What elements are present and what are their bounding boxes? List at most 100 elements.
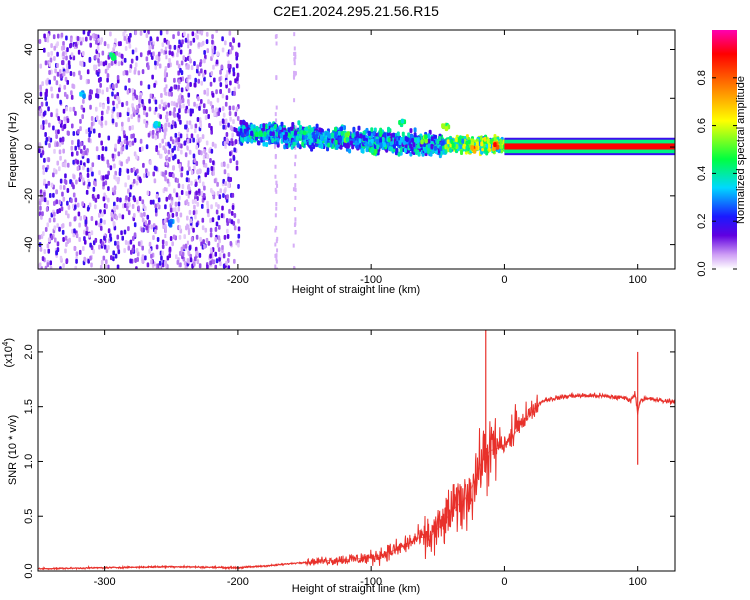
heatmap-cell	[125, 140, 129, 146]
heatmap-cell	[47, 237, 51, 243]
heatmap-cell	[125, 33, 129, 39]
heatmap-cell	[455, 143, 459, 149]
heatmap-cell	[137, 117, 141, 123]
heatmap-cell	[125, 38, 129, 44]
heatmap-cell	[168, 58, 171, 64]
heatmap-cell	[173, 112, 176, 118]
heatmap-cell	[56, 41, 59, 47]
heatmap-cell	[165, 84, 168, 89]
heatmap-cell	[245, 122, 249, 128]
heatmap-cell	[311, 131, 315, 137]
heatmap-cell	[334, 126, 338, 132]
heatmap-cell	[221, 47, 225, 53]
heatmap-cell	[126, 168, 130, 174]
heatmap-cell	[176, 52, 179, 58]
heatmap-cell	[95, 88, 99, 94]
heatmap-hotspot	[302, 130, 307, 136]
heatmap-cell	[194, 77, 197, 83]
heatmap-cell	[149, 36, 153, 42]
heatmap-cell	[174, 132, 178, 138]
heatmap-cell	[63, 84, 67, 90]
heatmap-cell	[76, 202, 80, 208]
heatmap-cell	[113, 201, 116, 207]
heatmap-cell	[65, 35, 68, 41]
heatmap-cell	[203, 148, 206, 154]
heatmap-cell	[58, 208, 62, 214]
heatmap-cell	[120, 121, 124, 127]
heatmap-cell	[38, 143, 42, 149]
heatmap-cell	[165, 122, 168, 127]
heatmap-cell	[87, 137, 91, 143]
heatmap-cell	[165, 55, 168, 60]
heatmap-cell	[329, 142, 333, 148]
heatmap-cell	[75, 179, 78, 185]
heatmap-cell	[97, 77, 101, 83]
heatmap-cell	[193, 157, 197, 163]
heatmap-cell	[164, 115, 167, 120]
heatmap-cell	[227, 183, 230, 189]
heatmap-cell	[222, 193, 225, 199]
heatmap-cell	[237, 233, 241, 239]
heatmap-cell	[257, 140, 261, 146]
heatmap-cell	[39, 63, 43, 69]
heatmap-cell	[240, 136, 244, 142]
heatmap-cell	[42, 120, 45, 126]
heatmap-cell	[149, 199, 153, 205]
heatmap-hotspot	[254, 131, 259, 137]
heatmap-cell	[183, 140, 187, 146]
heatmap-cell	[172, 173, 175, 179]
heatmap-cell	[90, 230, 94, 236]
heatmap-cell	[59, 155, 62, 161]
heatmap-cell	[200, 203, 204, 209]
heatmap-cell	[480, 141, 484, 147]
heatmap-cell	[344, 143, 348, 149]
heatmap-cell	[183, 260, 187, 266]
heatmap-cell	[396, 131, 400, 137]
spectrogram-x-label: Height of straight line (km)	[292, 284, 420, 296]
figure-title: C2E1.2024.295.21.56.R15	[273, 3, 439, 19]
heatmap-cell	[430, 136, 434, 142]
heatmap-cell	[454, 137, 458, 143]
heatmap-cell	[227, 122, 230, 128]
heatmap-cell	[423, 142, 427, 148]
heatmap-cell	[211, 190, 215, 196]
heatmap-cell	[203, 76, 206, 82]
heatmap-cell	[134, 30, 138, 36]
heatmap-cell	[83, 236, 86, 242]
heatmap-cell	[359, 133, 363, 139]
heatmap-cell	[98, 88, 101, 94]
heatmap-cell	[192, 153, 196, 159]
heatmap-cell	[116, 74, 120, 80]
heatmap-cell	[45, 101, 48, 107]
heatmap-cell	[186, 240, 189, 245]
heatmap-cell	[167, 102, 170, 108]
heatmap-cell	[187, 202, 190, 207]
heatmap-cell	[139, 138, 143, 144]
heatmap-cell	[271, 138, 275, 144]
heatmap-cell	[95, 220, 98, 226]
heatmap-hotspot	[424, 134, 428, 140]
heatmap-cell	[80, 104, 84, 110]
heatmap-cell	[493, 136, 497, 142]
heatmap-cell	[180, 190, 184, 196]
heatmap-cell	[41, 196, 44, 202]
heatmap-cell	[141, 217, 145, 223]
x-tick-label: -200	[227, 274, 249, 286]
heatmap-cell	[133, 232, 137, 238]
heatmap-cell	[47, 106, 50, 112]
heatmap-cell	[112, 106, 116, 112]
heatmap-cell	[294, 126, 297, 131]
heatmap-cell	[59, 137, 62, 143]
heatmap-hotspot	[154, 120, 159, 126]
heatmap-cell	[202, 159, 206, 165]
heatmap-cell	[271, 131, 275, 137]
heatmap-cell	[178, 104, 182, 110]
heatmap-cell	[148, 98, 151, 104]
heatmap-cell	[274, 174, 277, 179]
heatmap-cell	[200, 99, 203, 105]
heatmap-cell	[104, 180, 108, 186]
heatmap-cell	[300, 129, 304, 135]
heatmap-cell	[66, 162, 70, 168]
heatmap-cell	[294, 55, 297, 60]
